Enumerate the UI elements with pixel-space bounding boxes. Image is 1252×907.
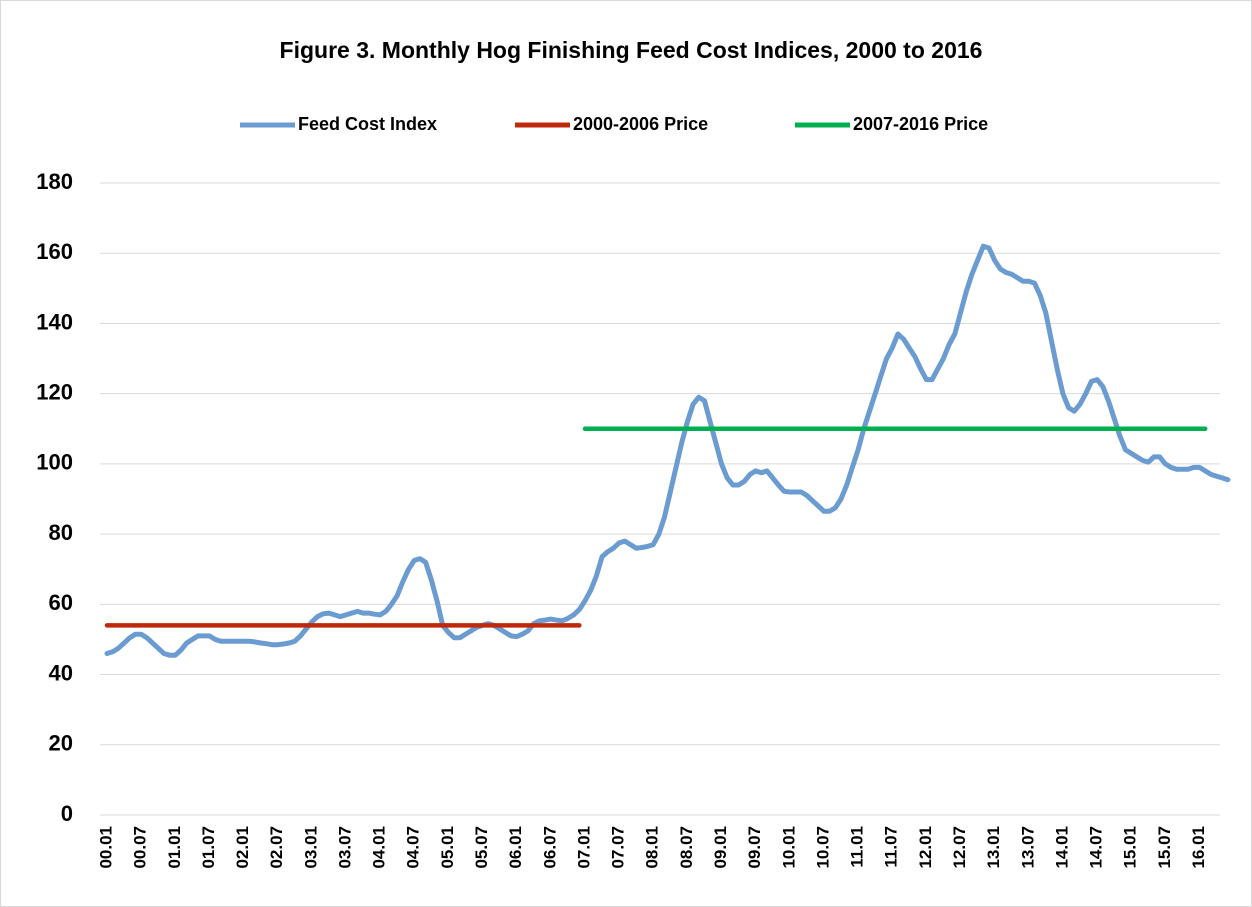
y-tick-label: 160	[36, 239, 73, 264]
x-tick-label: 12.07	[950, 826, 969, 869]
legend-label: 2000-2006 Price	[573, 114, 708, 134]
x-tick-label: 08.01	[643, 826, 662, 869]
x-tick-label: 04.07	[404, 826, 423, 869]
x-tick-label: 10.07	[813, 826, 832, 869]
x-tick-label: 06.01	[506, 826, 525, 869]
x-tick-label: 05.01	[438, 826, 457, 869]
legend-label: 2007-2016 Price	[853, 114, 988, 134]
x-tick-label: 07.01	[574, 826, 593, 869]
y-tick-label: 180	[36, 169, 73, 194]
y-tick-label: 120	[36, 379, 73, 404]
x-tick-label: 00.01	[96, 826, 115, 869]
x-tick-label: 15.07	[1155, 826, 1174, 869]
x-tick-label: 09.07	[745, 826, 764, 869]
x-tick-label: 11.01	[848, 826, 867, 868]
x-tick-label: 03.07	[335, 826, 354, 869]
x-tick-label: 02.07	[267, 826, 286, 869]
x-tick-label: 11.07	[882, 826, 901, 868]
x-tick-label: 01.01	[165, 826, 184, 869]
x-tick-label: 05.07	[472, 826, 491, 869]
x-tick-label: 15.01	[1121, 826, 1140, 869]
chart-title: Figure 3. Monthly Hog Finishing Feed Cos…	[280, 37, 983, 63]
y-tick-label: 140	[36, 309, 73, 334]
x-tick-label: 03.01	[301, 826, 320, 869]
x-tick-label: 06.07	[540, 826, 559, 869]
y-tick-label: 40	[49, 660, 73, 685]
x-tick-label: 10.01	[779, 826, 798, 869]
y-tick-label: 0	[61, 801, 73, 826]
series-line	[104, 243, 1231, 658]
x-tick-label: 16.01	[1189, 826, 1208, 869]
y-tick-label: 20	[49, 731, 73, 756]
x-tick-label: 01.07	[199, 826, 218, 869]
x-tick-label: 14.07	[1087, 826, 1106, 869]
y-tick-label: 100	[36, 450, 73, 475]
legend-label: Feed Cost Index	[298, 114, 437, 134]
x-tick-label: 04.01	[370, 826, 389, 869]
x-tick-label: 07.07	[609, 826, 628, 869]
x-tick-label: 13.07	[1018, 826, 1037, 869]
x-tick-label: 09.01	[711, 826, 730, 869]
y-tick-label: 80	[49, 520, 73, 545]
x-tick-label: 02.01	[233, 826, 252, 869]
y-tick-label: 60	[49, 590, 73, 615]
x-tick-label: 13.01	[984, 826, 1003, 869]
x-tick-label: 14.01	[1052, 826, 1071, 869]
x-tick-label: 12.01	[916, 826, 935, 869]
x-tick-label: 08.07	[677, 826, 696, 869]
x-tick-label: 00.07	[131, 826, 150, 869]
